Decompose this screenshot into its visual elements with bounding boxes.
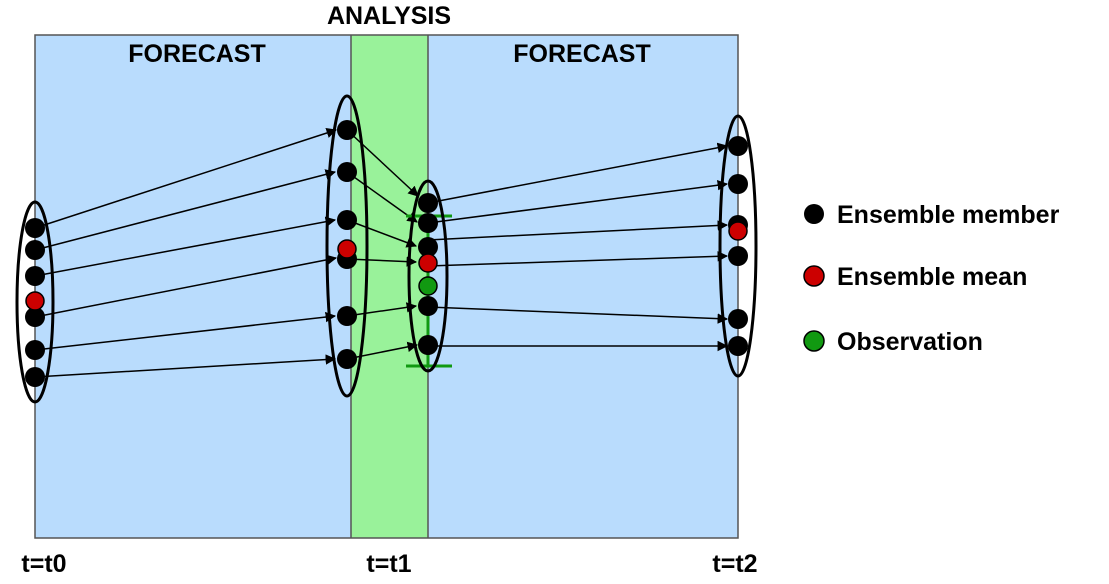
- forecast-arrows-t0-t1: [34, 127, 338, 378]
- analysis-arrow: [346, 219, 417, 248]
- ensemble-ellipse-t1-forecast: [325, 94, 369, 398]
- legend-mean-label: Ensemble mean: [837, 263, 1027, 291]
- diagram-border: [34, 34, 739, 539]
- ensemble-member-dot: [728, 309, 748, 329]
- ensemble-t0: [15, 200, 55, 404]
- analysis-arrow: [346, 341, 419, 360]
- ensemble-member-dot: [418, 193, 438, 213]
- forecast-arrow: [427, 251, 729, 267]
- legend-member-swatch: [804, 204, 824, 224]
- legend-mean-swatch: [803, 265, 825, 287]
- ensemble-member-dot: [337, 349, 357, 369]
- ensemble-mean-dot: [337, 239, 357, 259]
- ensemble-member-dot: [418, 237, 438, 257]
- ensemble-member-dot: [337, 162, 357, 182]
- time-label-t2: t=t2: [712, 550, 757, 578]
- ensemble-t2: [718, 114, 758, 378]
- ensemble-member-dot: [337, 210, 357, 230]
- analysis-region: [351, 35, 428, 538]
- forecast-region-right: [428, 35, 738, 538]
- ensemble-member-dot: [728, 174, 748, 194]
- forecast-left-label: FORECAST: [128, 40, 266, 68]
- ensemble-mean-dot: [418, 253, 438, 273]
- time-label-t1: t=t1: [366, 550, 411, 578]
- ensemble-ellipse-t2: [718, 114, 758, 378]
- observation-dot: [418, 276, 438, 296]
- time-label-t0: t=t0: [21, 550, 66, 578]
- legend-observation-label: Observation: [837, 328, 983, 356]
- forecast-arrow: [34, 127, 337, 229]
- forecast-arrows-t1-t2: [427, 142, 729, 352]
- forecast-arrow: [427, 142, 729, 204]
- ensemble-member-dot: [25, 367, 45, 387]
- forecast-arrow: [34, 354, 337, 378]
- forecast-arrow: [34, 169, 337, 251]
- ensemble-member-dot: [337, 306, 357, 326]
- ensemble-member-dot: [25, 266, 45, 286]
- forecast-arrow: [34, 216, 337, 277]
- ensemble-member-dot: [418, 335, 438, 355]
- ensemble-t1-analysis: [407, 179, 449, 373]
- ensemble-member-dot: [25, 218, 45, 238]
- forecast-arrow: [34, 254, 338, 318]
- ensemble-member-dot: [418, 213, 438, 233]
- analysis-arrow: [346, 256, 418, 267]
- legend-observation-swatch: [803, 330, 825, 352]
- forecast-right-label: FORECAST: [513, 40, 651, 68]
- forecast-arrow: [34, 311, 337, 351]
- ensemble-mean-dot: [728, 221, 748, 241]
- ensemble-member-dot: [728, 136, 748, 156]
- ensemble-ellipse-t1-analysis: [407, 179, 449, 373]
- forecast-arrow: [427, 220, 729, 241]
- ensemble-t1-forecast: [325, 94, 369, 398]
- legend: Ensemble member Ensemble mean Observatio…: [803, 201, 1060, 356]
- analysis-label: ANALYSIS: [327, 2, 451, 30]
- analysis-arrows: [346, 129, 419, 360]
- ensemble-member-dot: [728, 336, 748, 356]
- ensemble-member-dot: [728, 246, 748, 266]
- ensemble-member-dot: [25, 340, 45, 360]
- ensemble-member-dot: [337, 120, 357, 140]
- forecast-arrow: [427, 180, 729, 224]
- forecast-arrow: [427, 306, 729, 324]
- ensemble-ellipse-t0: [15, 200, 55, 404]
- ensemble-mean-dot: [25, 291, 45, 311]
- ensemble-member-dot: [25, 307, 45, 327]
- legend-member-label: Ensemble member: [837, 201, 1060, 229]
- ensemble-member-dot: [418, 296, 438, 316]
- analysis-arrow: [346, 129, 419, 197]
- analysis-arrow: [346, 171, 418, 223]
- analysis-arrow: [346, 302, 418, 317]
- ensemble-member-dot: [25, 240, 45, 260]
